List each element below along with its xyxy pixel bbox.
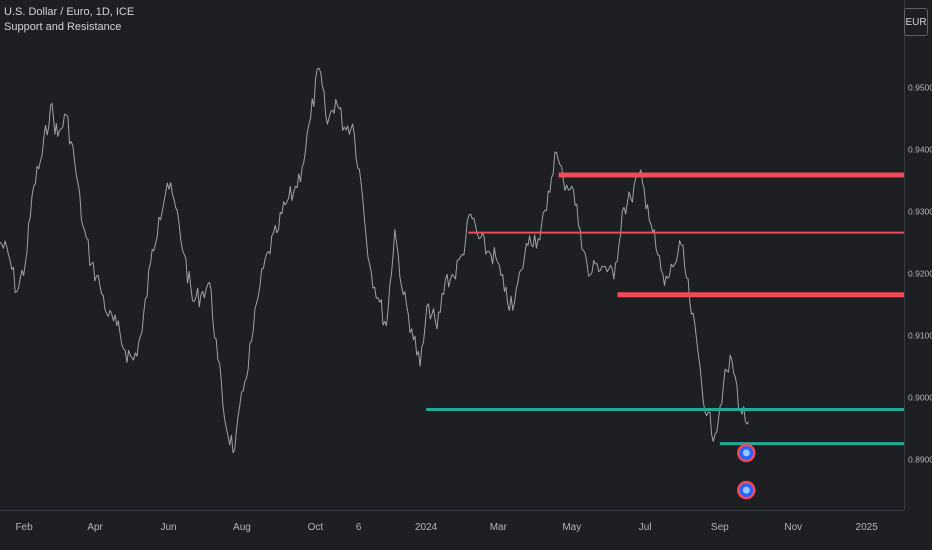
time-tick-label: 6 [356,522,362,533]
price-tick-label: 0.8900 [908,455,932,465]
price-tick-label: 0.9400 [908,144,932,154]
symbol-title: U.S. Dollar / Euro, 1D, ICE [4,6,135,18]
time-tick-label: Oct [308,522,324,533]
price-tick-label: 0.9300 [908,206,932,216]
time-tick-label: 2025 [856,522,879,533]
time-tick-label: 2024 [415,522,438,533]
price-tick-label: 0.9500 [908,82,932,92]
time-tick-label: Mar [490,522,508,533]
price-line [0,67,750,454]
time-axis[interactable]: Feb Apr Jun Aug Oct 6 2024 Mar May Jul Sep Nov 2025 [0,510,904,550]
time-tick-label: Aug [233,522,251,533]
time-tick-label: Nov [784,522,802,533]
time-tick-label: Jul [639,522,652,533]
chart-area[interactable] [0,0,904,510]
price-tick-label: 0.9000 [908,393,932,403]
price-axis[interactable]: 0.8900 0.9000 0.9100 0.9200 0.9300 0.9400 0.95… [904,0,932,510]
badge-core [742,486,750,494]
time-tick-label: May [562,522,581,533]
indicator-label: Support and Resistance [4,21,122,33]
badge-core [742,449,750,457]
alert-badge-icon[interactable] [737,480,756,500]
time-tick-label: Sep [711,522,729,533]
price-tick-label: 0.9200 [908,268,932,278]
price-tick-label: 0.9100 [908,331,932,341]
time-tick-label: Apr [87,522,103,533]
currency-button[interactable]: EUR [904,8,928,36]
time-tick-label: Jun [160,522,176,533]
time-tick-label: Feb [15,522,33,533]
alert-badge-icon[interactable] [737,443,756,463]
